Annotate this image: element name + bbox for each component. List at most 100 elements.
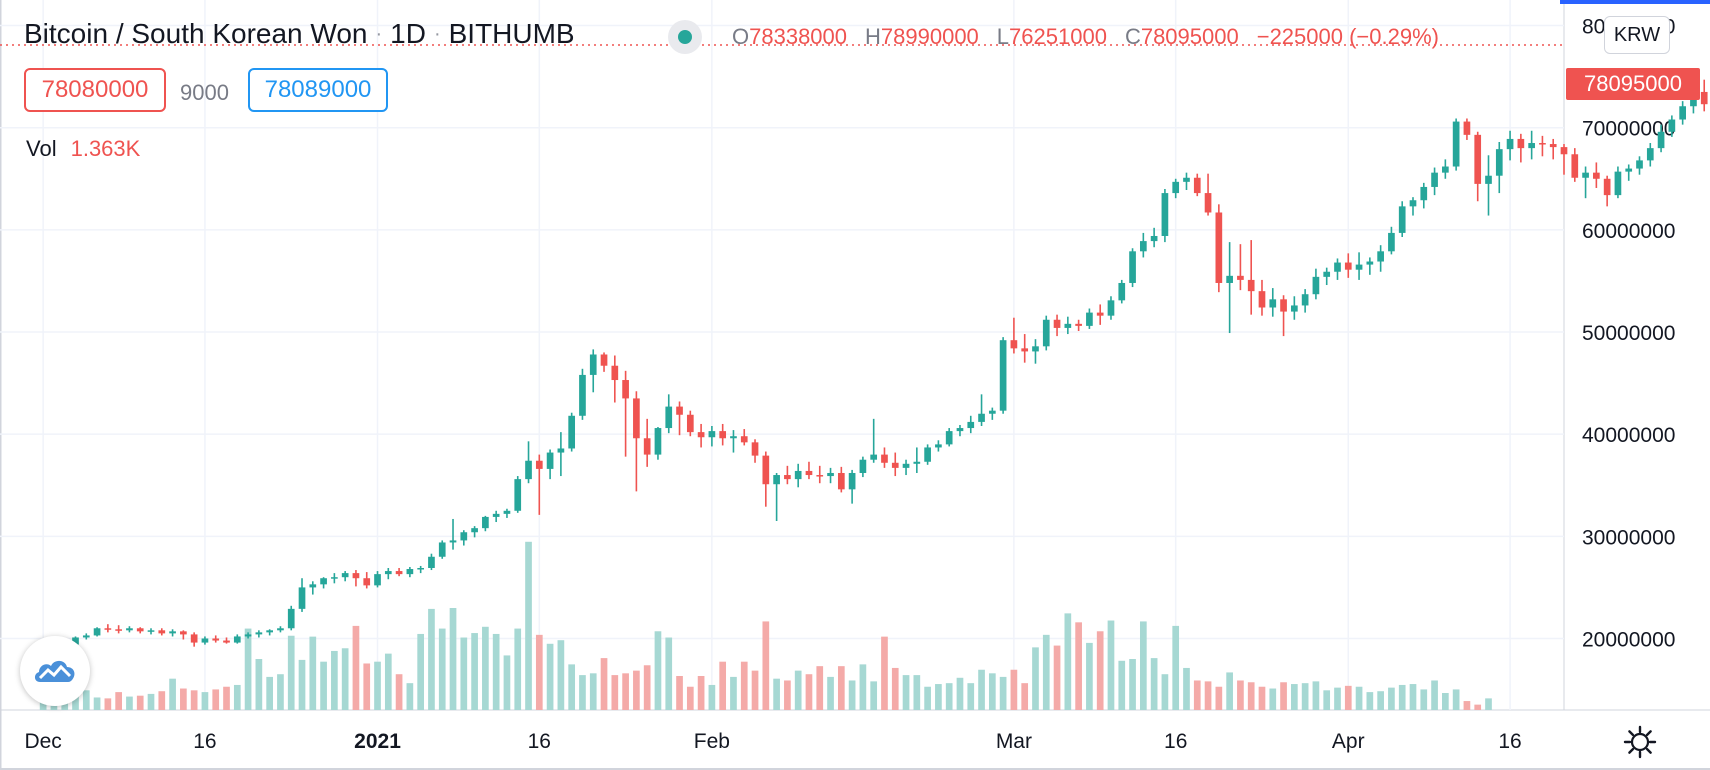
candle-body [341, 573, 349, 578]
volume-legend[interactable]: Vol 1.363K [26, 136, 140, 162]
candle-body [374, 574, 381, 586]
volume-bar [374, 661, 381, 710]
exchange-label: BITHUMB [448, 18, 575, 49]
volume-bar [956, 677, 964, 710]
candle-body [1258, 291, 1266, 308]
settings-gear-icon[interactable] [1620, 722, 1660, 762]
volume-bar [266, 676, 273, 710]
volume-bar [945, 683, 953, 710]
candle-body [924, 447, 931, 462]
candle-body [1096, 312, 1104, 316]
candle-body [180, 631, 187, 635]
volume-bar [136, 695, 144, 710]
candle-body [1204, 193, 1212, 213]
candle-body [147, 630, 155, 632]
volume-bar [676, 676, 683, 710]
volume-bar [1204, 681, 1212, 710]
candle-body [945, 431, 953, 445]
candle-body [1495, 149, 1503, 176]
currency-button[interactable]: KRW [1604, 16, 1670, 54]
ohlc-readout: O78338000 H78990000 L76251000 C78095000 … [732, 24, 1439, 50]
cloud-logo-icon[interactable] [20, 636, 90, 706]
volume-bar [1280, 682, 1287, 710]
candle-body [298, 587, 306, 609]
header-separator: · [433, 22, 441, 45]
candle-body [1549, 144, 1557, 148]
high-label: H [865, 24, 881, 49]
volume-bar [1032, 647, 1039, 710]
candle-body [1625, 168, 1633, 172]
volume-bar [352, 625, 360, 710]
volume-bar [773, 678, 780, 710]
candle-body [881, 454, 888, 463]
symbol-header[interactable]: Bitcoin / South Korean Won · 1D · BITHUM… [24, 18, 575, 50]
last-price-tag: 78095000 [1566, 68, 1700, 100]
candle-body [751, 442, 759, 456]
candle-body [654, 428, 662, 455]
volume-bar [406, 683, 414, 710]
candle-body [471, 528, 478, 533]
candle-body [1291, 305, 1298, 312]
candle-body [1593, 172, 1600, 179]
market-status-icon[interactable] [668, 20, 702, 54]
candle-body [1021, 348, 1029, 352]
volume-bar [244, 628, 252, 710]
volume-bar [525, 541, 532, 710]
low-value: 76251000 [1009, 24, 1107, 49]
volume-bar [633, 670, 640, 710]
candle-body [514, 479, 522, 511]
sell-price-button[interactable]: 78080000 [24, 68, 166, 112]
x-tick-label: 16 [1164, 730, 1187, 753]
volume-bar [72, 693, 79, 710]
volume-value: 1.363K [70, 136, 141, 161]
volume-bar [309, 636, 317, 710]
volume-bar [827, 676, 834, 710]
candle-body [363, 578, 371, 586]
candle-body [546, 452, 554, 469]
volume-bar [546, 643, 554, 710]
candle-body [428, 556, 435, 568]
candle-body [676, 406, 683, 415]
volume-bar [1420, 689, 1428, 710]
volume-bar [1291, 684, 1298, 710]
candle-body [1301, 294, 1309, 306]
close-label: C [1124, 24, 1141, 49]
volume-bar [93, 697, 101, 710]
spread-value: 9000 [180, 80, 229, 105]
volume-bar [557, 640, 565, 710]
candle-body [331, 577, 338, 579]
y-tick-label: 30000000 [1582, 526, 1675, 549]
x-tick-label: 16 [193, 730, 216, 753]
volume-bar [784, 680, 791, 710]
candle-body [935, 444, 942, 448]
candle-body [1247, 279, 1255, 292]
y-tick-label: 70000000 [1582, 118, 1675, 141]
volume-bar [223, 686, 230, 710]
candle-body [665, 406, 673, 429]
close-value: 78095000 [1140, 24, 1239, 49]
candle-body [449, 540, 457, 543]
candle-body [104, 628, 112, 630]
volume-bar [1312, 681, 1320, 710]
volume-bar [514, 628, 522, 710]
volume-bar [589, 673, 597, 710]
y-tick-label: 60000000 [1582, 220, 1675, 243]
buy-price-button[interactable]: 78089000 [248, 68, 388, 112]
volume-bar [999, 676, 1007, 710]
candle-body [126, 628, 133, 631]
volume-bar [1118, 660, 1126, 710]
candle-body [902, 463, 910, 468]
volume-bar [503, 655, 511, 710]
candle-body [1183, 177, 1190, 182]
volume-bar [611, 675, 619, 710]
volume-bar [1193, 680, 1201, 710]
volume-bar [1344, 685, 1352, 710]
candle-body [1668, 119, 1676, 132]
candle-body [697, 432, 705, 438]
candle-body [1032, 346, 1039, 352]
candle-body [579, 374, 586, 416]
volume-bar [600, 658, 608, 710]
low-label: L [996, 24, 1010, 49]
